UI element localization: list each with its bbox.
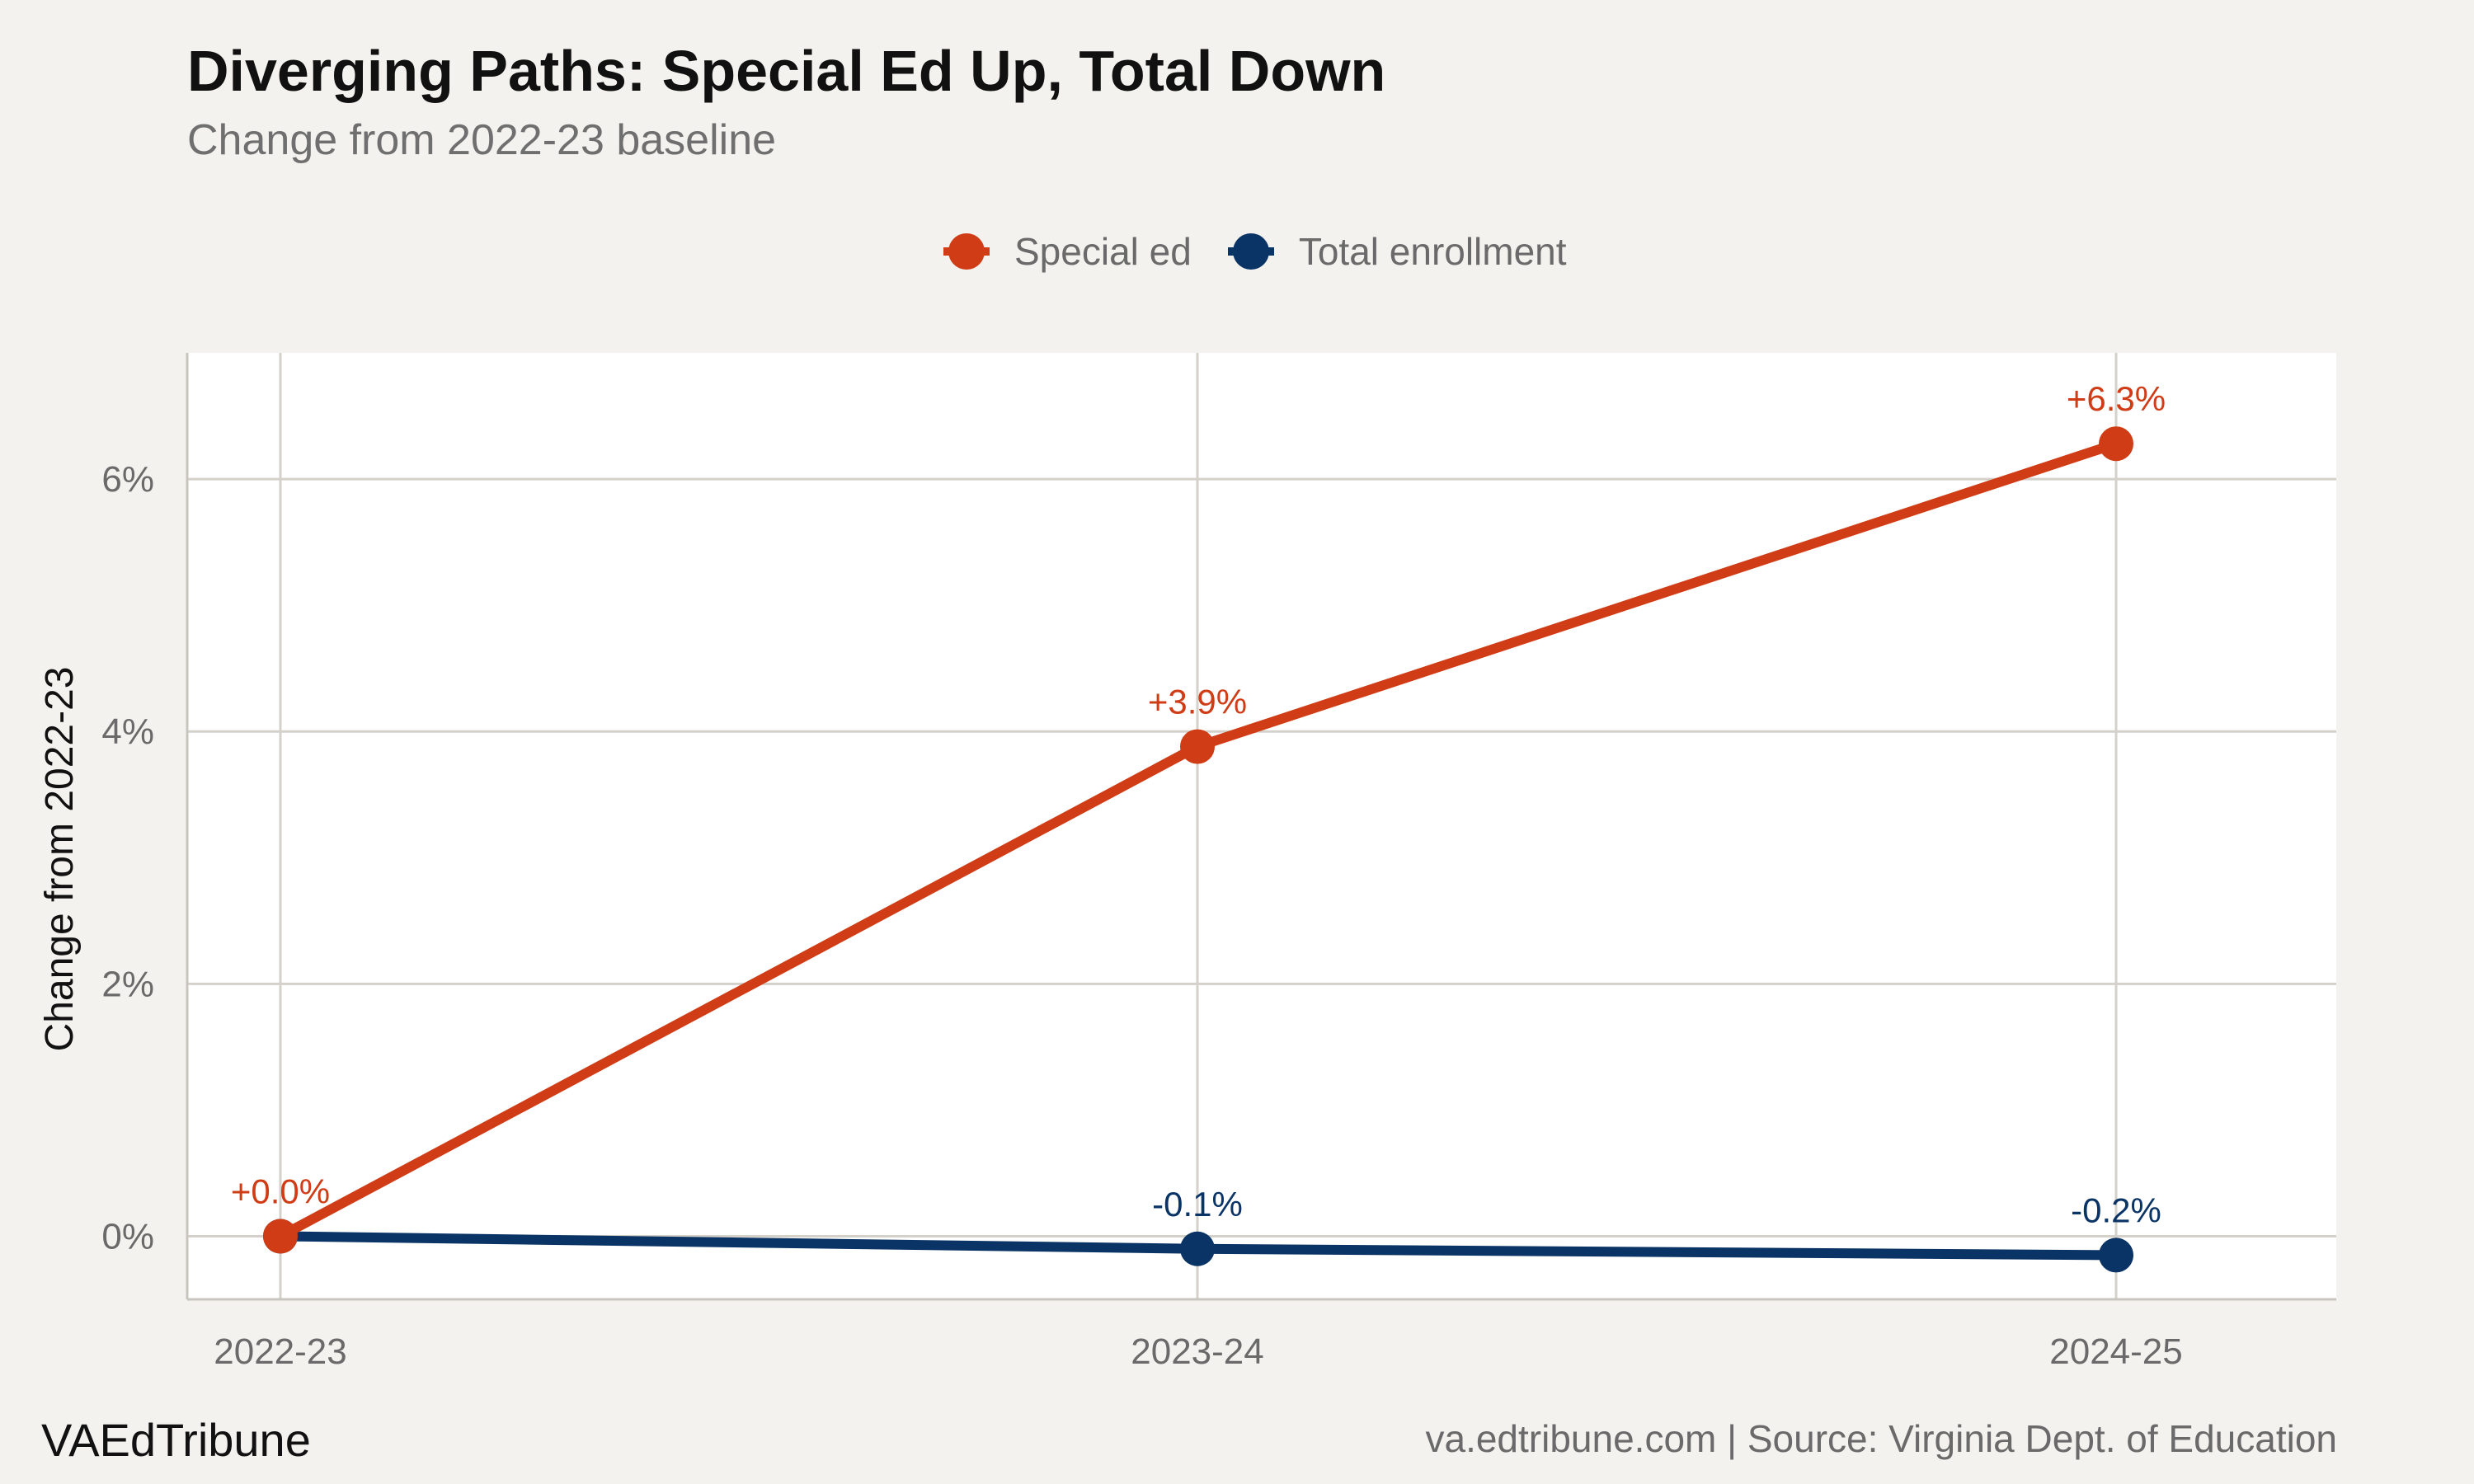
legend-key-total-enrollment bbox=[1225, 231, 1277, 272]
source-note: va.edtribune.com | Source: Virginia Dept… bbox=[1425, 1417, 2337, 1460]
y-tick-label: 4% bbox=[101, 711, 154, 752]
plot-area bbox=[187, 353, 2336, 1299]
data-label-special-ed: +6.3% bbox=[2067, 379, 2166, 418]
legend-label-special-ed: Special ed bbox=[1014, 230, 1192, 273]
legend-dot-special-ed bbox=[948, 233, 985, 270]
legend-dot-total-enrollment bbox=[1232, 233, 1269, 270]
data-point-special-ed bbox=[1180, 729, 1215, 764]
legend-label-total-enrollment: Total enrollment bbox=[1298, 230, 1567, 273]
legend: Special ed Total enrollment bbox=[940, 229, 1600, 274]
y-tick-label: 6% bbox=[101, 459, 154, 500]
x-tick-label: 2024-25 bbox=[2049, 1331, 2182, 1372]
legend-key-special-ed bbox=[940, 231, 993, 272]
data-label-total-enrollment: -0.1% bbox=[1152, 1185, 1243, 1223]
y-axis-title: Change from 2022-23 bbox=[38, 667, 82, 1052]
x-tick-label: 2023-24 bbox=[1131, 1331, 1263, 1372]
legend-item-special-ed: Special ed bbox=[940, 229, 1192, 274]
data-label-total-enrollment: -0.2% bbox=[2071, 1190, 2161, 1229]
x-tick-label: 2022-23 bbox=[214, 1331, 346, 1372]
chart-subtitle: Change from 2022-23 baseline bbox=[187, 116, 777, 164]
y-tick-label: 2% bbox=[101, 964, 154, 1004]
data-point-total-enrollment bbox=[1180, 1231, 1215, 1266]
data-point-special-ed bbox=[263, 1219, 298, 1254]
data-point-special-ed bbox=[2099, 426, 2133, 462]
data-point-total-enrollment bbox=[2099, 1237, 2133, 1273]
chart-title: Diverging Paths: Special Ed Up, Total Do… bbox=[187, 39, 1386, 103]
data-label-special-ed: +0.0% bbox=[231, 1172, 330, 1210]
y-tick-label: 0% bbox=[101, 1216, 154, 1256]
legend-item-total-enrollment: Total enrollment bbox=[1225, 229, 1567, 274]
data-label-special-ed: +3.9% bbox=[1148, 683, 1247, 721]
brand-name: VAEdTribune bbox=[41, 1414, 311, 1466]
